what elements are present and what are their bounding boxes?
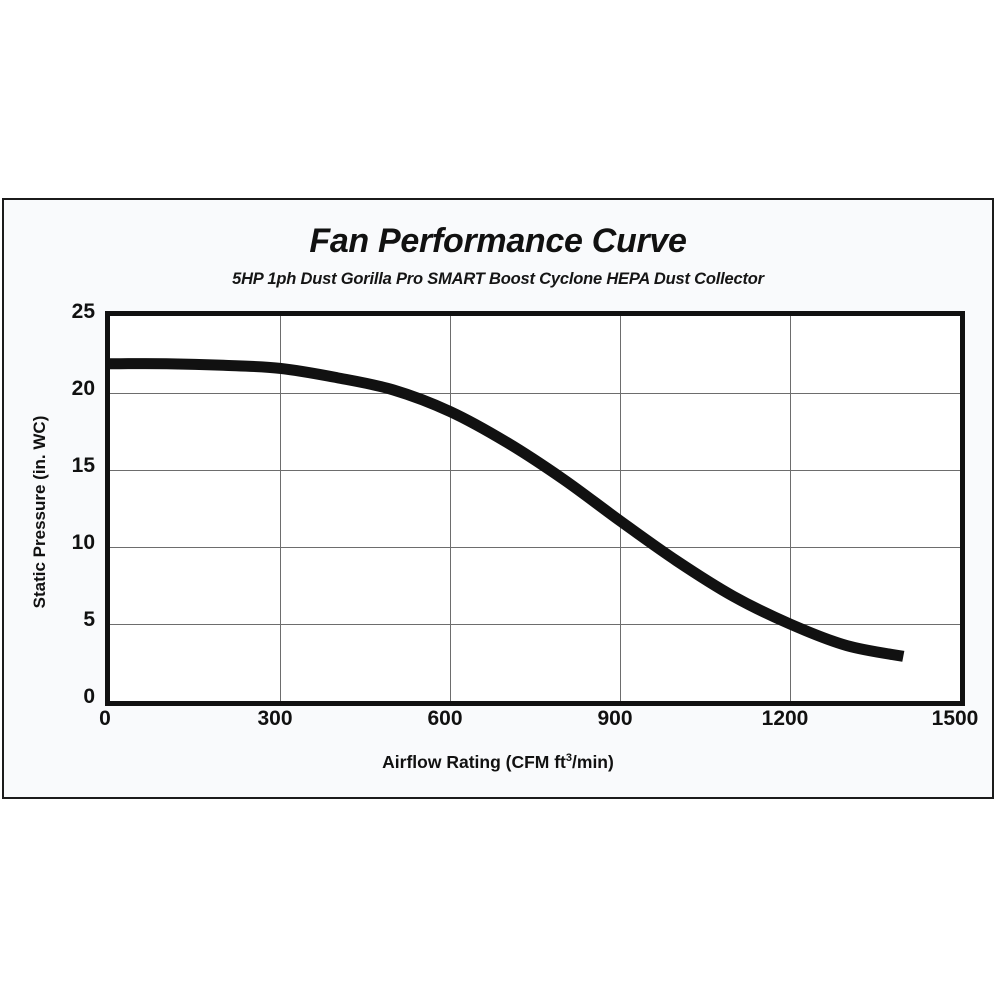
chart-subtitle: 5HP 1ph Dust Gorilla Pro SMART Boost Cyc… — [232, 270, 764, 288]
y-axis-tick-labels: 0 5 10 15 20 25 — [35, 301, 95, 707]
x-axis-tick-label: 600 — [427, 707, 463, 730]
x-axis-tick-label: 0 — [99, 707, 111, 730]
y-axis-tick-label: 20 — [71, 377, 95, 400]
x-axis-title-suffix: /min) — [572, 752, 614, 772]
x-axis-title-prefix: Airflow Rating (CFM ft — [382, 752, 566, 772]
x-axis-tick-label: 300 — [257, 707, 293, 730]
x-axis-title-superscript: 3 — [565, 752, 573, 765]
x-axis-tick-label: 900 — [597, 707, 633, 730]
y-axis-tick-label: 15 — [71, 454, 95, 477]
y-axis-tick-label: 10 — [71, 531, 95, 554]
x-axis-tick-labels: 0 300 600 900 1200 1500 — [99, 707, 978, 738]
gridline-vertical — [450, 316, 451, 701]
plot-inner — [109, 316, 960, 701]
x-axis-title: Airflow Rating (CFM ft3/min) — [4, 752, 992, 773]
gridline-horizontal — [110, 624, 960, 625]
chart-figure-card: Fan Performance Curve 5HP 1ph Dust Goril… — [2, 198, 994, 799]
gridline-vertical — [280, 316, 281, 701]
gridline-vertical — [620, 316, 621, 701]
chart-title: Fan Performance Curve — [309, 222, 687, 260]
x-axis-tick-label: 1500 — [931, 707, 979, 730]
y-axis-tick-label: 25 — [71, 300, 95, 323]
gridline-vertical — [790, 316, 791, 701]
y-axis-tick-label: 5 — [83, 608, 95, 631]
plot-area — [105, 311, 965, 706]
gridline-horizontal — [110, 547, 960, 548]
y-axis-tick-label: 0 — [83, 685, 95, 708]
x-axis-tick-label: 1200 — [761, 707, 809, 730]
gridline-horizontal — [110, 393, 960, 394]
performance-curve-svg — [109, 358, 905, 662]
performance-curve-line — [109, 358, 905, 662]
gridline-horizontal — [110, 470, 960, 471]
